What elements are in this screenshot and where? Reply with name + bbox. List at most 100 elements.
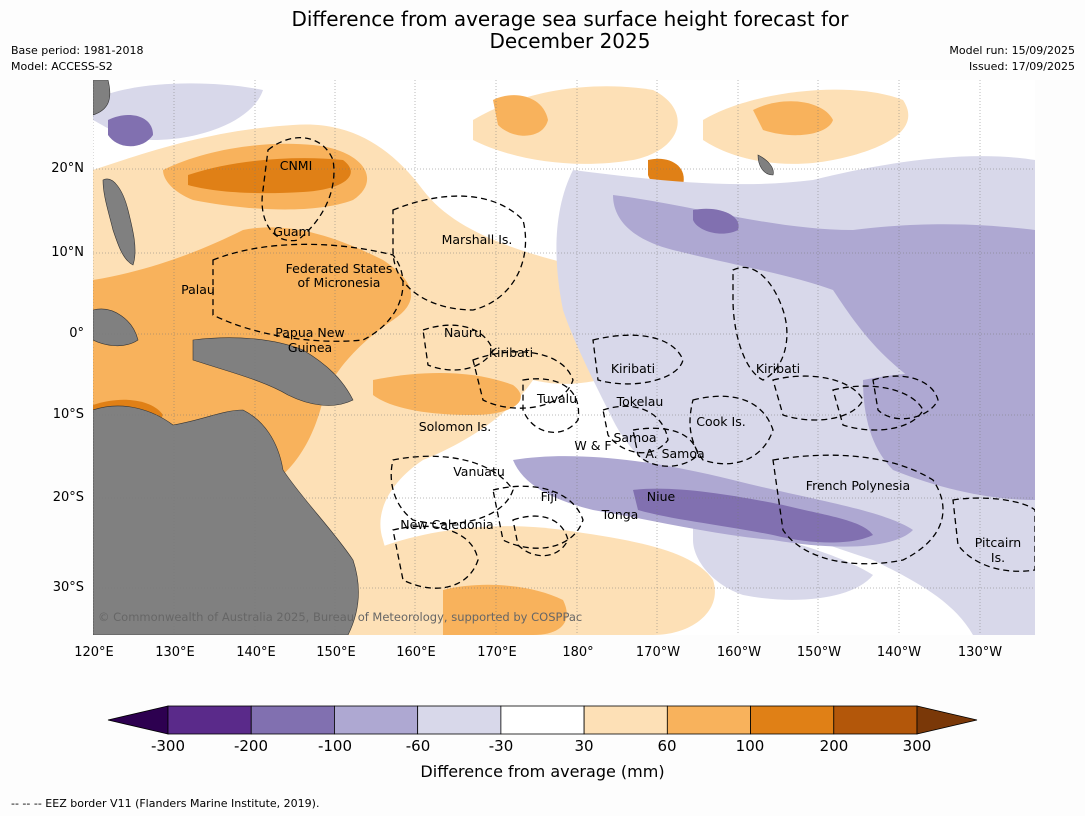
label-marshall: Marshall Is.	[442, 232, 513, 247]
colorbar-tick: 30	[574, 737, 594, 755]
map-svg: CNMI Guam Marshall Is. Federated States …	[93, 80, 1035, 635]
label-pitcairn-2: Is.	[991, 550, 1005, 565]
label-tokelau: Tokelau	[616, 394, 664, 409]
australia	[93, 405, 359, 635]
anomaly-negative-100-ne	[693, 208, 739, 234]
anomaly-negative-100	[633, 488, 873, 543]
colorbar-low-extend	[107, 705, 169, 735]
lon-label: 130°E	[155, 645, 195, 660]
title-line-1: Difference from average sea surface heig…	[291, 7, 849, 31]
anomaly-positive-60-south	[443, 584, 567, 635]
region-labels: CNMI Guam Marshall Is. Federated States …	[181, 158, 1021, 565]
colorbar-tick: -100	[317, 737, 353, 755]
hawaii	[757, 154, 774, 176]
label-tonga: Tonga	[601, 507, 639, 522]
label-kiribati-e: Kiribati	[756, 361, 800, 376]
colorbar-segment	[167, 705, 252, 735]
label-kiribati-w: Kiribati	[489, 345, 533, 360]
anomaly-negative-100-nw	[108, 115, 153, 147]
lon-label: 160°E	[396, 645, 436, 660]
colorbar-segment	[833, 705, 918, 735]
indonesia-islands	[93, 308, 139, 347]
lon-label: 150°W	[796, 645, 842, 660]
new-guinea	[192, 337, 354, 406]
lon-label: 140°W	[876, 645, 922, 660]
lat-label: 10°S	[52, 407, 84, 422]
eez-legend-note: -- -- -- EEZ border V11 (Flanders Marine…	[11, 797, 320, 810]
colorbar	[107, 705, 978, 735]
graticule	[93, 80, 1035, 635]
label-kiribati-c: Kiribati	[611, 361, 655, 376]
anomaly-positive-60-cp	[493, 95, 548, 136]
colorbar-tick: 100	[735, 737, 765, 755]
label-fiji: Fiji	[541, 489, 558, 504]
lat-label: 10°N	[51, 245, 84, 260]
label-solomon: Solomon Is.	[419, 419, 492, 434]
philippines	[102, 178, 136, 266]
lon-label: 180°	[562, 645, 594, 660]
anomaly-positive-100	[188, 158, 351, 194]
lon-label: 140°E	[236, 645, 276, 660]
model-name: Model: ACCESS-S2	[11, 60, 113, 73]
colorbar-tick: -200	[233, 737, 269, 755]
lon-label: 170°W	[635, 645, 681, 660]
lat-label: 20°S	[52, 490, 84, 505]
colorbar-tick: -300	[150, 737, 186, 755]
colorbar-tick: 60	[657, 737, 677, 755]
land-masses	[93, 80, 774, 635]
label-samoa: Samoa	[613, 430, 656, 445]
colorbar-tick: -60	[405, 737, 431, 755]
anomaly-positive-60-band	[373, 373, 521, 415]
colorbar-segment	[334, 705, 419, 735]
lon-label: 120°E	[74, 645, 114, 660]
colorbar-segment	[750, 705, 835, 735]
label-wf: W & F	[574, 438, 611, 453]
eez-borders	[212, 137, 1035, 589]
colorbar-segment	[417, 705, 502, 735]
colorbar-segments	[167, 705, 918, 735]
chart-title: Difference from average sea surface heig…	[200, 8, 940, 52]
label-pitcairn-1: Pitcairn	[975, 535, 1021, 550]
map-panel: CNMI Guam Marshall Is. Federated States …	[93, 80, 1035, 635]
copyright-text: © Commonwealth of Australia 2025, Bureau…	[98, 610, 582, 624]
label-palau: Palau	[181, 282, 215, 297]
lat-label: 30°S	[52, 580, 84, 595]
label-vanuatu: Vanuatu	[453, 464, 505, 479]
label-tuvalu: Tuvalu	[536, 391, 577, 406]
model-run: Model run: 15/09/2025	[949, 44, 1075, 57]
lon-label: 150°E	[316, 645, 356, 660]
colorbar-title: Difference from average (mm)	[420, 762, 665, 781]
label-cnmi: CNMI	[280, 158, 313, 173]
issued-date: Issued: 17/09/2025	[968, 60, 1075, 73]
label-niue: Niue	[647, 489, 676, 504]
colorbar-segment	[583, 705, 668, 735]
label-newcal: New Caledonia	[400, 517, 493, 532]
label-guam: Guam	[273, 224, 310, 239]
colorbar-tick: 200	[819, 737, 849, 755]
label-fp: French Polynesia	[806, 478, 910, 493]
meta-right: Model run: 15/09/2025 Issued: 17/09/2025	[949, 43, 1075, 75]
borneo-north	[93, 80, 111, 116]
label-asamoa: A. Samoa	[645, 446, 704, 461]
colorbar-segment	[250, 705, 335, 735]
lat-label: 20°N	[51, 161, 84, 176]
meta-left: Base period: 1981-2018 Model: ACCESS-S2	[11, 43, 143, 75]
colorbar-high-extend	[916, 705, 978, 735]
lon-label: 160°W	[716, 645, 762, 660]
lat-label: 0°	[69, 326, 84, 341]
colorbar-segment	[500, 705, 585, 735]
label-cook: Cook Is.	[696, 414, 745, 429]
label-png-2: Guinea	[288, 340, 332, 355]
lon-label: 170°E	[477, 645, 517, 660]
anomaly-negative-60	[613, 195, 1035, 410]
lon-label: 130°W	[957, 645, 1003, 660]
label-fsm-2: of Micronesia	[298, 275, 381, 290]
label-fsm-1: Federated States	[286, 261, 393, 276]
label-png-1: Papua New	[275, 325, 344, 340]
base-period: Base period: 1981-2018	[11, 44, 144, 57]
title-line-2: December 2025	[489, 29, 651, 53]
label-nauru: Nauru	[444, 325, 482, 340]
anomaly-positive-60-ne	[753, 101, 833, 136]
colorbar-segment	[666, 705, 751, 735]
colorbar-tick: 300	[902, 737, 932, 755]
